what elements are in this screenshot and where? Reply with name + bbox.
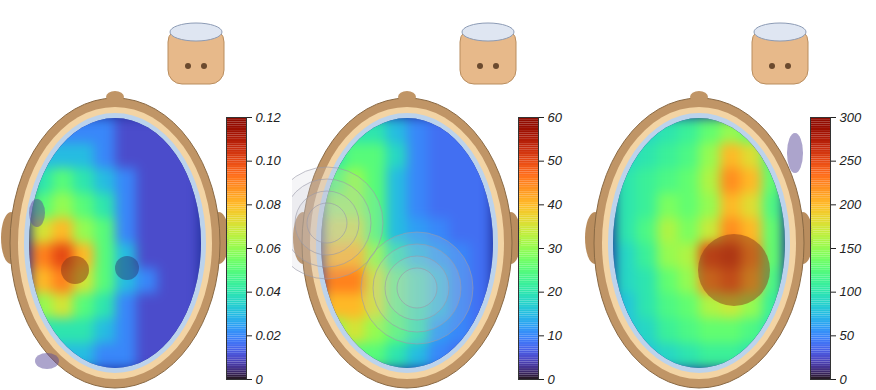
svg-text:50: 50 <box>548 153 563 168</box>
svg-text:0: 0 <box>548 372 556 387</box>
svg-text:300: 300 <box>840 110 862 125</box>
svg-text:60: 60 <box>548 110 563 125</box>
svg-text:250: 250 <box>839 153 862 168</box>
svg-text:0.10: 0.10 <box>256 153 282 168</box>
svg-text:20: 20 <box>547 284 563 299</box>
svg-text:200: 200 <box>839 197 862 212</box>
svg-text:0: 0 <box>840 372 848 387</box>
svg-text:0: 0 <box>256 372 264 387</box>
svg-text:30: 30 <box>548 241 563 256</box>
svg-text:0.06: 0.06 <box>256 241 282 256</box>
svg-text:10: 10 <box>548 328 563 343</box>
svg-text:40: 40 <box>548 197 563 212</box>
svg-text:0.12: 0.12 <box>256 110 282 125</box>
svg-text:0.08: 0.08 <box>256 197 282 212</box>
svg-text:50: 50 <box>840 328 855 343</box>
svg-text:0.04: 0.04 <box>256 284 281 299</box>
svg-text:0.02: 0.02 <box>256 328 282 343</box>
svg-text:150: 150 <box>840 241 862 256</box>
svg-text:100: 100 <box>840 284 862 299</box>
